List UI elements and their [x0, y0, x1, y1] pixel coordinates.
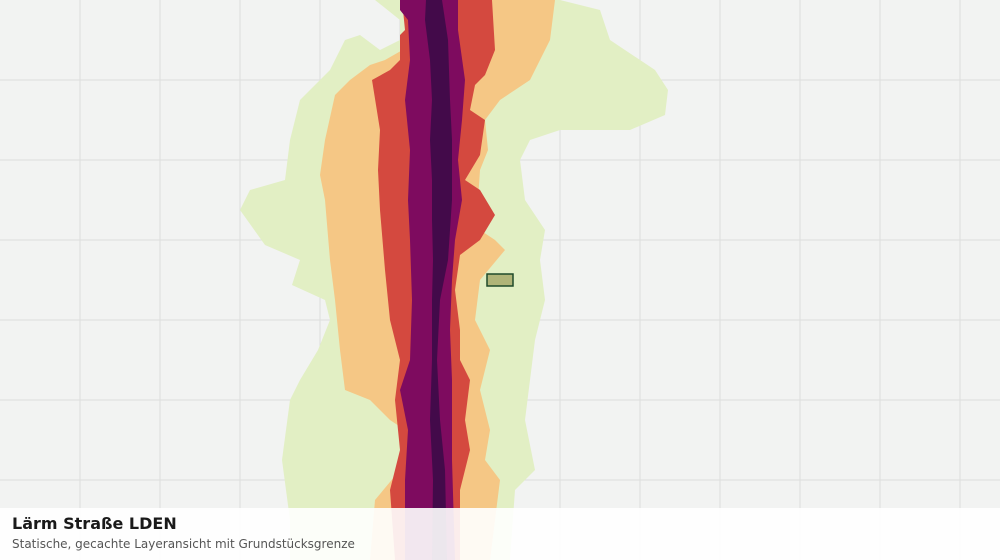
parcel-boundary[interactable] — [486, 273, 514, 287]
layer-subtitle: Statische, gecachte Layeransicht mit Gru… — [12, 537, 355, 551]
layer-title: Lärm Straße LDEN — [12, 514, 177, 533]
noise-band-extreme — [425, 0, 452, 560]
caption-panel — [0, 508, 1000, 560]
